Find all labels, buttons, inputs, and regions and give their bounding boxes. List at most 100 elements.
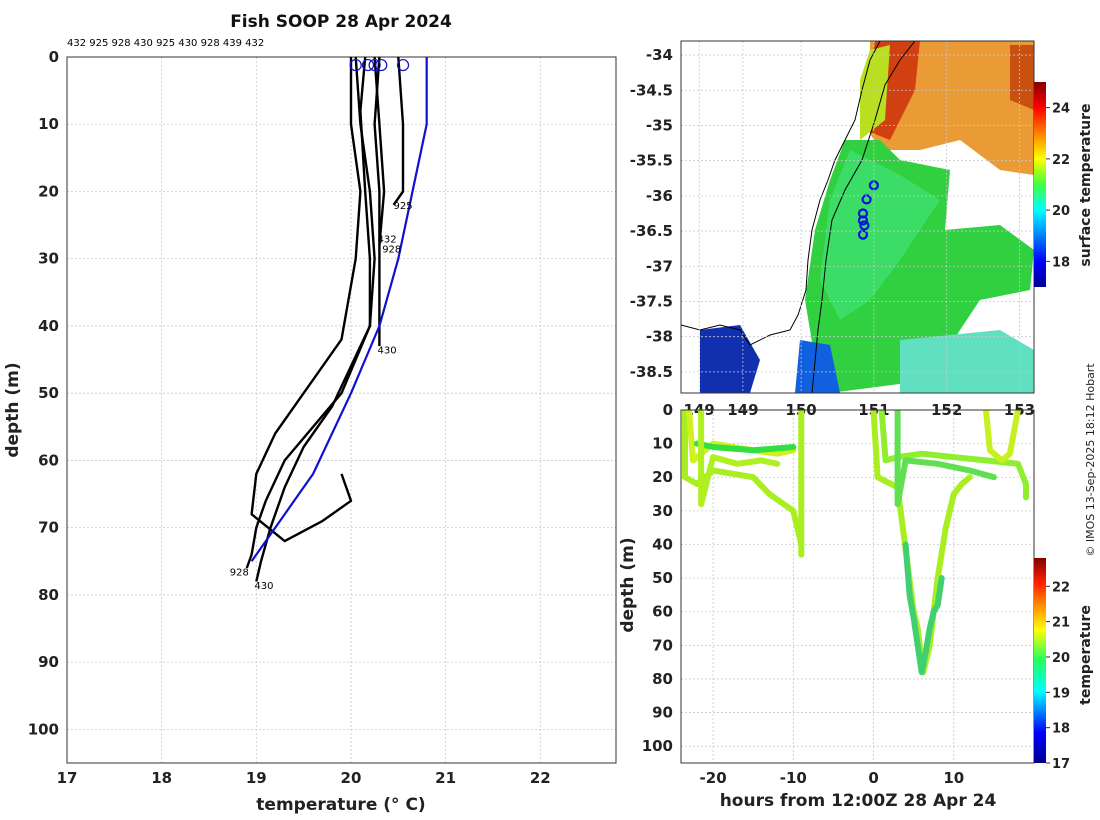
sst-cb-tick-label: 22 bbox=[1052, 153, 1070, 168]
sst-colorbar bbox=[1034, 82, 1046, 287]
temp-cb-tick-label: 19 bbox=[1052, 686, 1070, 701]
sst-map bbox=[681, 41, 1034, 393]
left-xtick-label: 19 bbox=[246, 769, 267, 787]
bottom-ytick-label: 90 bbox=[652, 704, 673, 722]
profile-annotation: 432 bbox=[377, 235, 396, 246]
left-xtick-label: 18 bbox=[151, 769, 172, 787]
profile-annotation: 928 bbox=[382, 245, 401, 256]
left-ytick-label: 50 bbox=[38, 384, 59, 402]
bottom-xlabel: hours from 12:00Z 28 Apr 24 bbox=[720, 791, 997, 811]
left-ytick-label: 70 bbox=[38, 519, 59, 537]
section-track bbox=[870, 410, 973, 676]
sst-green-light bbox=[820, 150, 940, 320]
station-marker bbox=[857, 229, 869, 240]
left-ytick-label: 20 bbox=[38, 182, 59, 200]
map-ytick-label: -35.5 bbox=[630, 152, 673, 170]
bottom-ytick-label: 30 bbox=[652, 502, 673, 520]
sst-coldwater-bassstrait bbox=[700, 325, 760, 393]
section-track bbox=[698, 410, 781, 508]
surface-marker bbox=[375, 58, 388, 72]
map-ytick-label: -38 bbox=[646, 328, 673, 346]
profile-ids-label: 432 925 928 430 925 430 928 439 432 bbox=[67, 38, 264, 49]
left-xtick-label: 22 bbox=[530, 769, 551, 787]
series-profile-a bbox=[245, 57, 376, 569]
surface-marker bbox=[349, 58, 362, 72]
left-yticks: 0 10 20 30 40 50 60 70 80 90 100 bbox=[28, 48, 59, 738]
left-xlabel: temperature (° C) bbox=[256, 795, 425, 815]
bottom-grid bbox=[681, 409, 1034, 763]
credit-text: © IMOS 13-Sep-2025 18:12 Hobart bbox=[1084, 363, 1097, 557]
map-ytick-label: -35 bbox=[646, 116, 673, 134]
section-track bbox=[894, 410, 997, 508]
temperature-colorbar bbox=[1034, 558, 1046, 763]
profile-annotation: 430 bbox=[254, 581, 273, 592]
profile-annotation: 928 bbox=[230, 567, 249, 578]
map-ytick-label: -37.5 bbox=[630, 292, 673, 310]
section-track bbox=[982, 410, 1021, 464]
left-ytick-label: 30 bbox=[38, 250, 59, 268]
series-profile-d bbox=[392, 57, 405, 206]
bottom-yticks: 0 10 20 30 40 50 60 70 80 90 100 bbox=[642, 401, 673, 755]
temperature-colorbar-ticks: 17 18 19 20 21 22 bbox=[1046, 580, 1070, 772]
bottom-ytick-label: 50 bbox=[652, 569, 673, 587]
map-ytick-label: -38.5 bbox=[630, 363, 673, 381]
bottom-ytick-label: 80 bbox=[652, 670, 673, 688]
map-yticks: -34 -34.5 -35 -35.5 -36 -36.5 -37 -37.5 -38 -38.5 bbox=[630, 46, 673, 381]
sst-colorbar-ticks: 18 20 22 24 bbox=[1046, 102, 1070, 270]
bottom-xtick-label: -10 bbox=[780, 769, 807, 787]
left-ytick-label: 10 bbox=[38, 115, 59, 133]
bottom-ytick-label: 100 bbox=[642, 737, 673, 755]
bottom-ytick-label: 70 bbox=[652, 636, 673, 654]
station-marker bbox=[859, 220, 870, 231]
section-track bbox=[682, 410, 805, 558]
surface-marker bbox=[368, 58, 381, 72]
bottom-ylabel: depth (m) bbox=[618, 537, 638, 632]
left-ytick-label: 60 bbox=[38, 451, 59, 469]
section-track bbox=[902, 541, 945, 676]
profile-annotation: 430 bbox=[377, 345, 396, 356]
left-ytick-label: 100 bbox=[28, 720, 59, 738]
series-profile-e bbox=[373, 57, 386, 246]
bottom-ytick-label: 20 bbox=[652, 468, 673, 486]
surface-marker bbox=[361, 58, 375, 72]
left-xtick-label: 21 bbox=[435, 769, 456, 787]
map-grid bbox=[681, 41, 1034, 393]
sst-cb-tick-label: 20 bbox=[1052, 204, 1070, 219]
series-climatology bbox=[250, 57, 428, 562]
temperature-section bbox=[682, 410, 1029, 676]
sst-colorbar-label: surface temperature bbox=[1078, 103, 1094, 266]
sst-cyan-patch bbox=[900, 330, 1034, 393]
temp-cb-tick-label: 22 bbox=[1052, 580, 1070, 595]
profile-annotation: 925 bbox=[394, 201, 413, 212]
sst-cb-tick-label: 24 bbox=[1052, 102, 1070, 117]
station-marker bbox=[857, 215, 869, 226]
map-ytick-label: -36 bbox=[646, 187, 673, 205]
bottom-xtick-label: -20 bbox=[700, 769, 727, 787]
temp-cb-tick-label: 21 bbox=[1052, 616, 1070, 631]
bottom-ytick-label: 10 bbox=[652, 435, 673, 453]
left-ytick-label: 0 bbox=[49, 48, 59, 66]
map-ytick-label: -34.5 bbox=[630, 81, 673, 99]
left-ytick-label: 90 bbox=[38, 653, 59, 671]
section-track bbox=[878, 410, 1029, 501]
sst-cool-nearshore bbox=[795, 340, 840, 393]
bottom-ytick-label: 0 bbox=[663, 401, 673, 419]
surface-marker bbox=[396, 58, 410, 72]
left-xticks: 17 18 19 20 21 22 bbox=[57, 769, 551, 787]
bottom-xtick-label: 10 bbox=[943, 769, 964, 787]
temp-cb-tick-label: 17 bbox=[1052, 757, 1070, 772]
series-profile-f bbox=[250, 57, 362, 543]
map-ytick-label: -37 bbox=[646, 257, 673, 275]
temp-cb-tick-label: 20 bbox=[1052, 651, 1070, 666]
temperature-colorbar-label: temperature bbox=[1078, 605, 1094, 705]
sst-cb-tick-label: 18 bbox=[1052, 255, 1070, 270]
left-ytick-label: 80 bbox=[38, 586, 59, 604]
left-plot-area bbox=[66, 56, 617, 764]
left-series bbox=[245, 57, 428, 582]
series-profile-c bbox=[373, 57, 381, 347]
shelf-contour bbox=[811, 41, 916, 393]
temp-cb-tick-label: 18 bbox=[1052, 722, 1070, 737]
bottom-xticks: -20 -10 0 10 bbox=[700, 769, 965, 787]
